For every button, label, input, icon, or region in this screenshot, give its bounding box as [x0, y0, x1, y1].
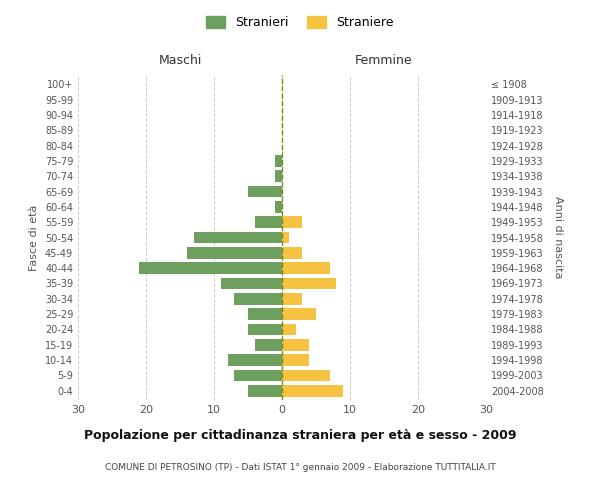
Bar [248, 186, 282, 198]
Legend: Stranieri, Straniere: Stranieri, Straniere [202, 11, 398, 34]
Bar [282, 370, 329, 381]
Bar [248, 324, 282, 335]
Text: Popolazione per cittadinanza straniera per età e sesso - 2009: Popolazione per cittadinanza straniera p… [84, 430, 516, 442]
Bar [282, 293, 302, 304]
Bar [282, 308, 316, 320]
Bar [282, 339, 309, 350]
Bar [275, 170, 282, 182]
Text: COMUNE DI PETROSINO (TP) - Dati ISTAT 1° gennaio 2009 - Elaborazione TUTTITALIA.: COMUNE DI PETROSINO (TP) - Dati ISTAT 1°… [104, 464, 496, 472]
Bar [282, 354, 309, 366]
Bar [275, 201, 282, 212]
Bar [248, 385, 282, 396]
Bar [194, 232, 282, 243]
Bar [255, 339, 282, 350]
Bar [275, 155, 282, 166]
Bar [282, 262, 329, 274]
Bar [282, 278, 337, 289]
Bar [255, 216, 282, 228]
Bar [235, 293, 282, 304]
Bar [235, 370, 282, 381]
Y-axis label: Anni di nascita: Anni di nascita [553, 196, 563, 279]
Y-axis label: Fasce di età: Fasce di età [29, 204, 39, 270]
Bar [282, 216, 302, 228]
Text: Femmine: Femmine [355, 54, 413, 68]
Bar [221, 278, 282, 289]
Bar [227, 354, 282, 366]
Text: Maschi: Maschi [158, 54, 202, 68]
Bar [282, 385, 343, 396]
Bar [282, 324, 296, 335]
Bar [282, 232, 289, 243]
Bar [282, 247, 302, 258]
Bar [187, 247, 282, 258]
Bar [248, 308, 282, 320]
Bar [139, 262, 282, 274]
